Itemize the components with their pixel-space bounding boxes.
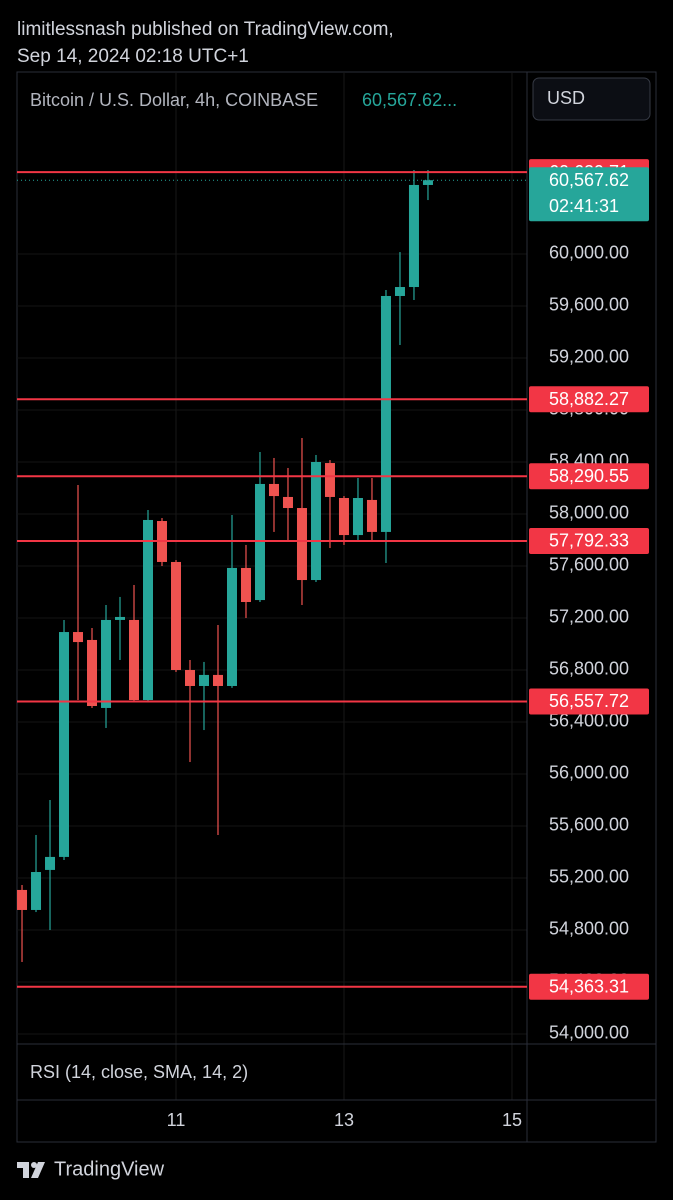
candle-body: [143, 519, 154, 701]
candle-body: [114, 616, 125, 620]
chart-panel: [16, 71, 657, 1143]
symbol-legend: Bitcoin / U.S. Dollar, 4h, COINBASE: [30, 90, 318, 110]
candle-body: [184, 669, 195, 686]
last-price-label: 60,567.62: [549, 170, 629, 190]
currency-button[interactable]: [532, 77, 651, 121]
candle-body: [408, 184, 419, 288]
candle-body: [324, 463, 335, 497]
last-price-bg: [529, 167, 649, 222]
level-label-bg: [529, 463, 649, 490]
level-label-bg: [529, 527, 649, 554]
legend-price: 60,567.62...: [362, 90, 457, 110]
candle-body: [198, 674, 209, 686]
candle-body: [352, 498, 363, 536]
y-tick-label: 59,600.00: [549, 295, 629, 315]
y-tick-label: 56,800.00: [549, 659, 629, 679]
candle-body: [268, 483, 279, 497]
currency-label[interactable]: USD: [547, 88, 585, 108]
candle-body: [422, 180, 433, 185]
level-label-bg: [529, 973, 649, 1000]
candle-body: [380, 295, 391, 532]
candle-body: [212, 674, 223, 686]
candle-body: [87, 639, 98, 707]
y-tick-label: 57,600.00: [549, 555, 629, 575]
x-tick-label: 13: [334, 1110, 354, 1130]
level-label-bg: [529, 386, 649, 413]
candle-body: [101, 619, 112, 708]
y-tick-label: 56,400.00: [549, 711, 629, 731]
candle-body: [394, 287, 405, 296]
y-tick-label: 59,200.00: [549, 347, 629, 367]
level-label: 57,792.33: [549, 531, 629, 551]
y-tick-label: 54,800.00: [549, 919, 629, 939]
candle-body: [226, 567, 237, 686]
y-tick-label: 54,000.00: [549, 1023, 629, 1043]
brand: TradingView: [54, 1158, 165, 1180]
level-label-bg: [529, 688, 649, 715]
candle-body: [310, 461, 321, 581]
level-label: 56,557.72: [549, 691, 629, 711]
candle-body: [17, 889, 28, 910]
x-tick-label: 15: [502, 1110, 522, 1130]
tv-logo: [17, 1162, 45, 1178]
candle-body: [240, 567, 251, 603]
rsi-label: RSI (14, close, SMA, 14, 2): [30, 1062, 248, 1082]
y-tick-label: 60,000.00: [549, 243, 629, 263]
candle-body: [59, 632, 70, 857]
candle-body: [254, 483, 265, 601]
candle-body: [129, 619, 140, 701]
y-tick-label: 57,200.00: [549, 607, 629, 627]
level-label: 54,363.31: [549, 977, 629, 997]
y-tick-label: 55,600.00: [549, 815, 629, 835]
candle-body: [338, 498, 349, 536]
y-tick-label: 56,000.00: [549, 763, 629, 783]
publisher: limitlessnash published on TradingView.c…: [17, 19, 394, 40]
candle-body: [366, 499, 377, 532]
level-label: 58,290.55: [549, 466, 629, 486]
y-tick-label: 58,000.00: [549, 503, 629, 523]
level-label: 58,882.27: [549, 389, 629, 409]
candle-body: [296, 508, 307, 581]
candle-body: [170, 561, 181, 670]
candle-body: [282, 496, 293, 509]
candle-body: [73, 632, 84, 643]
x-tick-label: 11: [167, 1110, 186, 1130]
candle-body: [31, 872, 42, 910]
candle-body: [45, 856, 56, 870]
countdown: 02:41:31: [549, 196, 619, 216]
publish-date: Sep 14, 2024 02:18 UTC+1: [17, 46, 249, 67]
y-tick-label: 55,200.00: [549, 867, 629, 887]
